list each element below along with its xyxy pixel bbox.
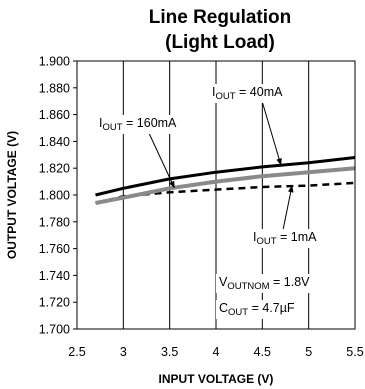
x-tick-label-5: 5 xyxy=(305,345,312,359)
y-tick-label-10: 1.900 xyxy=(39,55,70,69)
y-tick-label-2: 1.740 xyxy=(39,269,70,283)
annotation-i160: IOUT = 160mA xyxy=(99,116,177,133)
x-axis-label: INPUT VOLTAGE (V) xyxy=(159,372,274,386)
y-tick-label-6: 1.820 xyxy=(39,162,70,176)
series-line-1 xyxy=(95,166,356,205)
annotation-vnom: VOUTNOM = 1.8V xyxy=(219,275,310,292)
y-tick-label-4: 1.780 xyxy=(39,215,70,229)
series-line-0 xyxy=(95,156,356,197)
annotation-bg-cout xyxy=(216,300,298,319)
y-tick-label-3: 1.760 xyxy=(39,242,70,256)
y-tick-label-1: 1.720 xyxy=(39,296,70,310)
x-tick-label-1: 3 xyxy=(120,345,127,359)
annotation-bg-i160 xyxy=(96,115,181,134)
annotation-leaders xyxy=(147,100,294,231)
x-tick-label-4: 4.5 xyxy=(254,345,271,359)
leader-1mA xyxy=(282,185,294,231)
annotation-bg-vnom xyxy=(216,274,314,293)
annotation-bg-i1 xyxy=(250,229,321,248)
chart-title-line1: Line Regulation xyxy=(149,7,292,28)
annotation-bg-i40 xyxy=(209,84,287,103)
leader-160mA xyxy=(147,130,175,189)
x-tick-label-6: 5.5 xyxy=(346,345,363,359)
series-group xyxy=(95,156,356,205)
y-axis-label: OUTPUT VOLTAGE (V) xyxy=(5,131,19,259)
annotation-i40: IOUT = 40mA xyxy=(212,85,283,102)
y-tick-label-9: 1.880 xyxy=(39,81,70,95)
chart-title-line2: (Light Load) xyxy=(165,32,275,53)
x-tick-label-3: 4 xyxy=(213,345,220,359)
annotation-i1: IOUT = 1mA xyxy=(253,230,317,247)
y-tick-labels: 1.700 1.720 1.740 1.760 1.780 1.800 1.820 1.840… xyxy=(39,55,70,337)
y-tick-label-8: 1.860 xyxy=(39,108,70,122)
annotation-cout: COUT = 4.7µF xyxy=(219,301,295,318)
x-tick-label-0: 2.5 xyxy=(68,345,85,359)
annotation-group: IOUT = 40mA IOUT = 160mA IOUT = 1mA VOUTNOM… xyxy=(96,84,321,319)
plot-frame xyxy=(76,60,356,330)
y-tick-label-0: 1.700 xyxy=(39,323,70,337)
x-tick-label-2: 3.5 xyxy=(161,345,178,359)
x-tick-labels: 2.5 3 3.5 4 4.5 5 5.5 xyxy=(68,345,363,359)
leader-40mA xyxy=(261,100,282,166)
y-tick-label-7: 1.840 xyxy=(39,135,70,149)
y-tick-label-5: 1.800 xyxy=(39,189,70,203)
